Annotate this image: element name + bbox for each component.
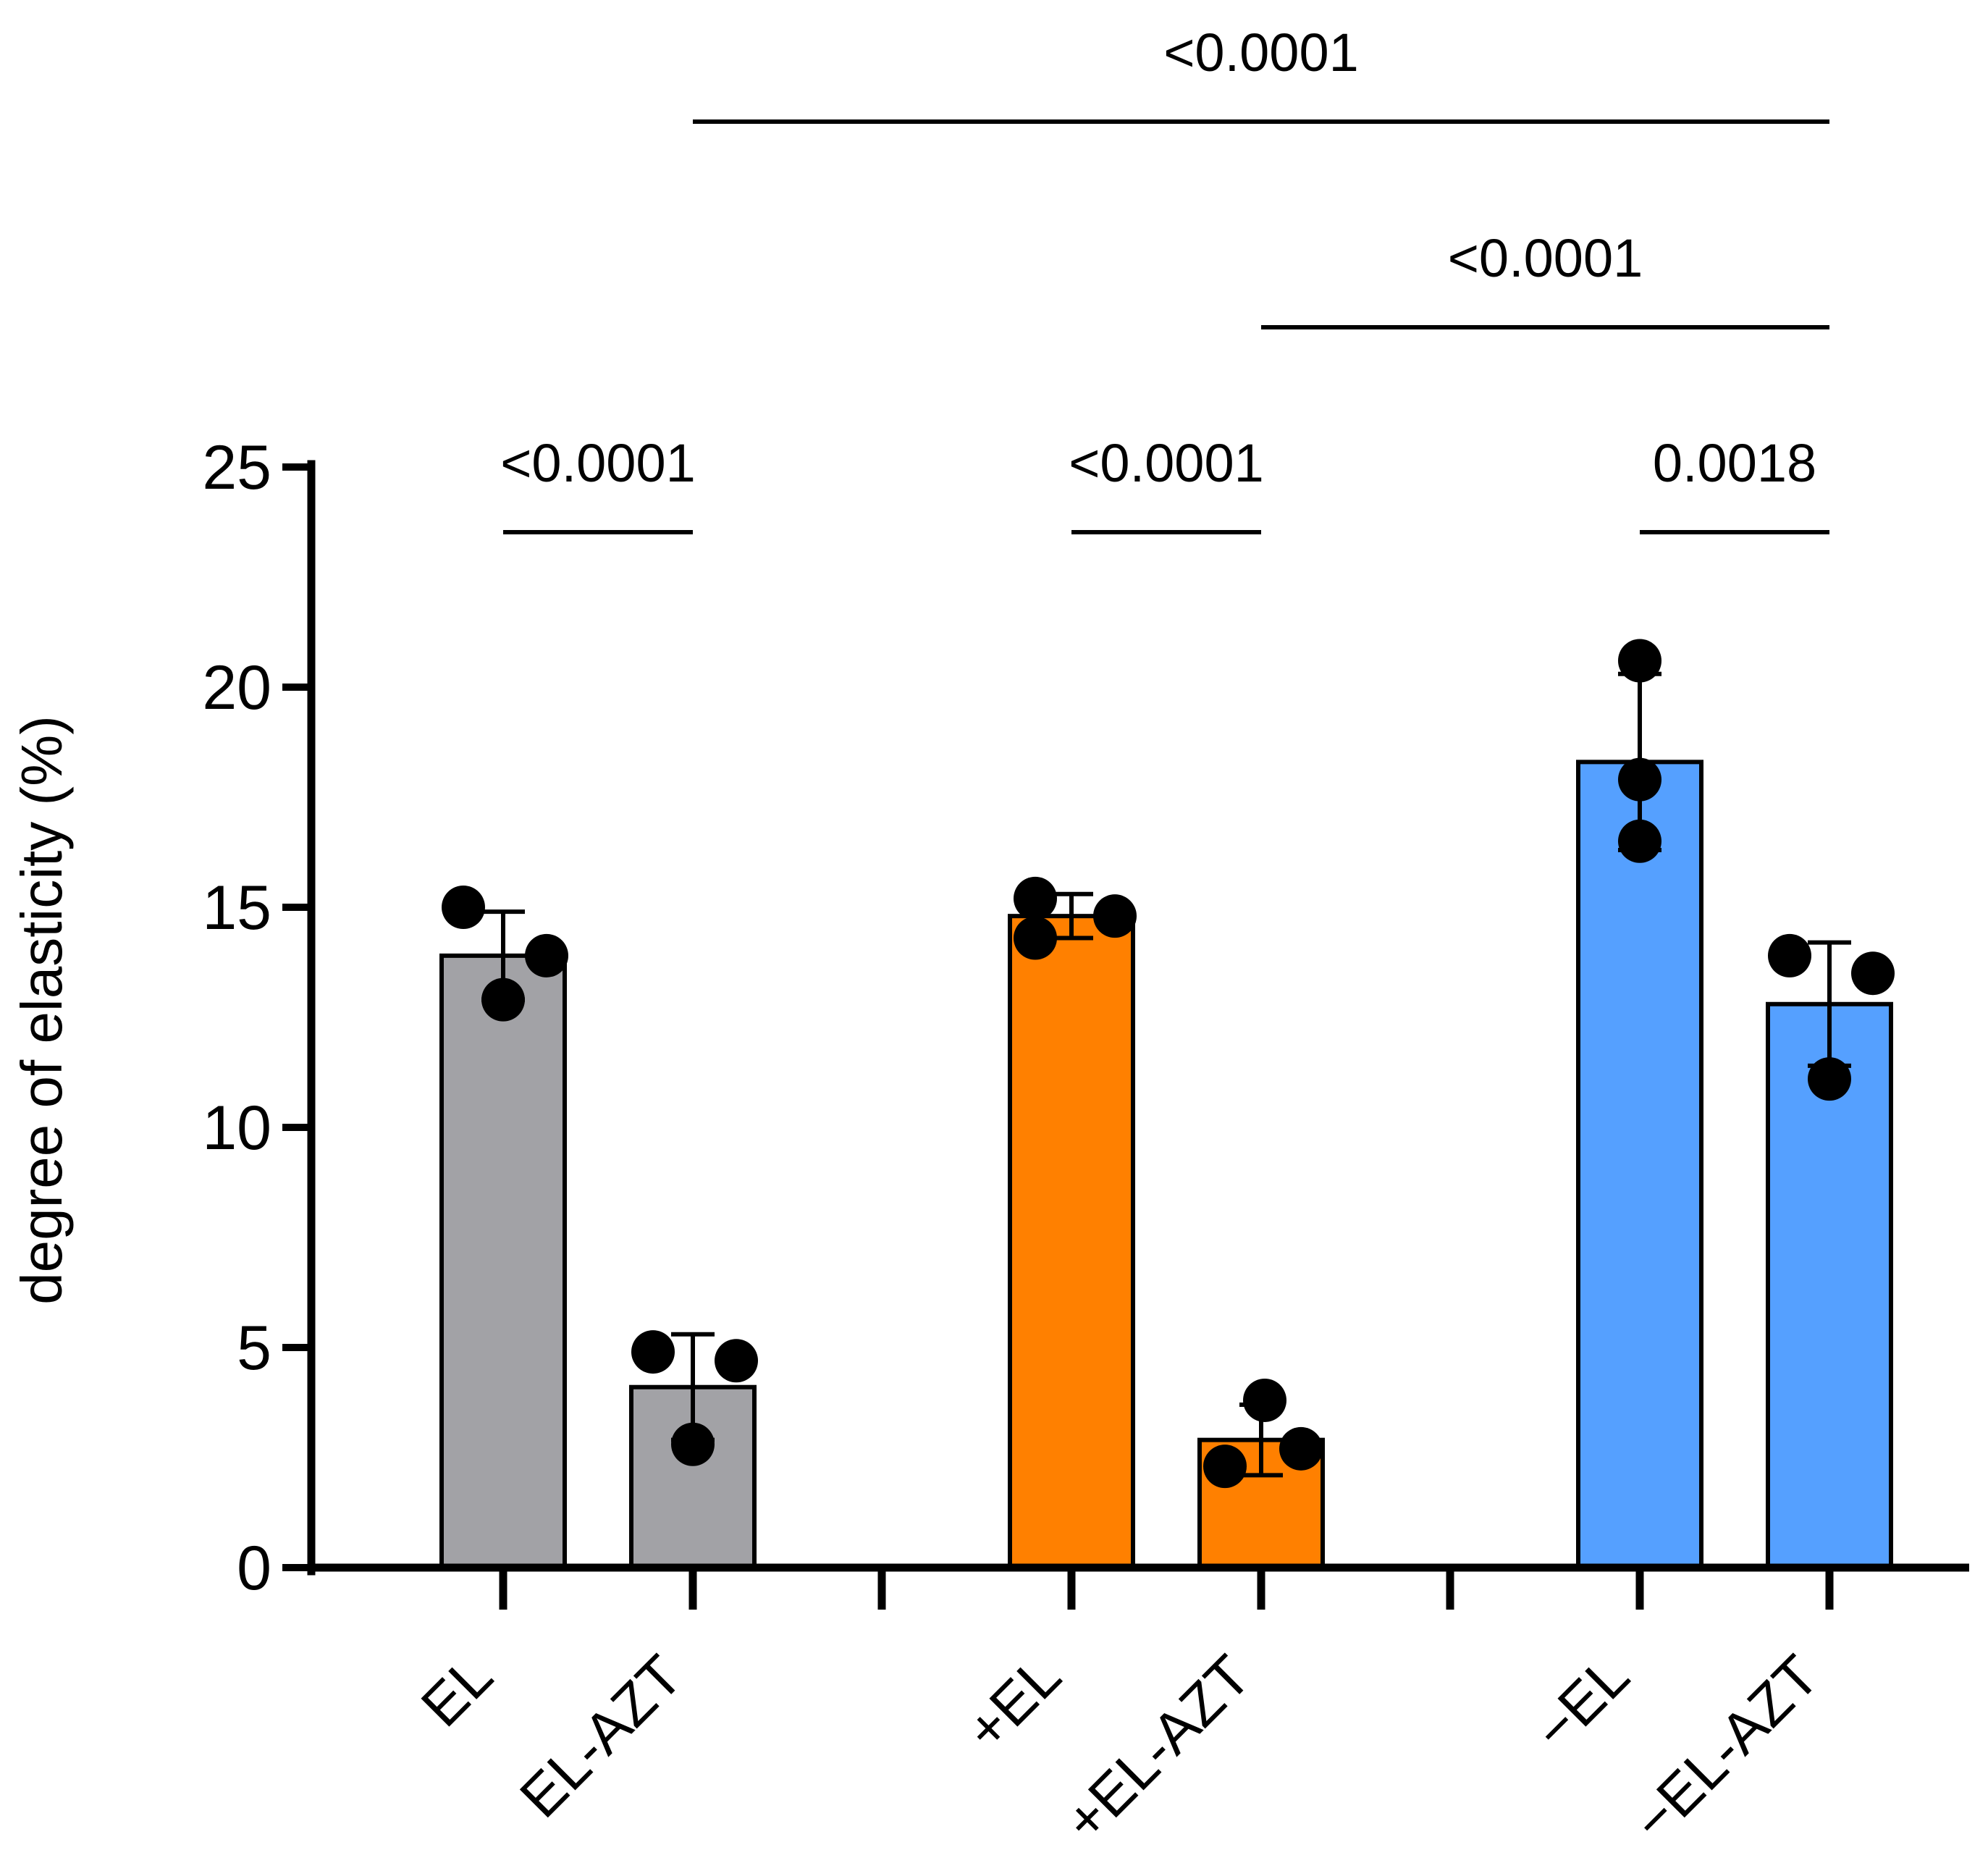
data-point [1014,916,1057,960]
x-tick-labels: EL EL-AZT +EL+EL-AZT −EL−EL-AZT [409,1643,1831,1854]
data-point [1618,639,1661,683]
p-value-label: 0.0018 [1653,433,1816,493]
data-point [1808,1057,1851,1101]
data-point [1279,1426,1323,1471]
x-tick-label: EL-AZT [507,1643,694,1830]
p-value-label: <0.0001 [500,433,696,493]
data-point [1203,1445,1247,1489]
data-point [525,933,568,977]
bar [1008,914,1135,1571]
x-tick-label: −EL-AZT [1620,1643,1831,1854]
x-tick-label: +EL-AZT [1052,1643,1263,1854]
data-point [481,977,525,1022]
data-point [715,1339,758,1383]
y-ticks: 0 5 10 15 20 25 [202,433,311,1603]
y-tick-label: 0 [237,1534,271,1603]
data-point [631,1330,675,1374]
y-tick-label: 15 [202,873,271,943]
y-tick-label: 20 [202,653,271,723]
p-value-label: <0.0001 [1448,228,1643,288]
significance-annotations: <0.0001 <0.0001 0.0018 <0.0001 <0.0001 [500,22,1829,534]
y-tick-label: 5 [237,1313,271,1383]
data-points [442,639,1895,1489]
axes [307,460,1969,1610]
data-point [1243,1378,1286,1422]
data-point [1093,894,1137,938]
data-point [1014,876,1057,920]
x-tick-label: −EL [1522,1643,1641,1762]
x-tick-label: EL [409,1643,505,1738]
bar [439,953,567,1570]
data-point [1768,933,1811,977]
data-point [442,886,485,929]
bars [439,760,1893,1571]
data-point [1851,951,1895,996]
bar [1576,760,1703,1570]
y-axis-label: degree of elasticity (%) [9,715,74,1305]
data-point [1618,819,1661,863]
data-point [1618,757,1661,802]
p-value-label: <0.0001 [1069,433,1264,493]
x-tick-label: +EL [953,1643,1073,1762]
y-tick-label: 25 [202,433,271,503]
data-point [671,1422,715,1466]
p-value-label: <0.0001 [1163,22,1359,83]
y-tick-label: 10 [202,1093,271,1163]
